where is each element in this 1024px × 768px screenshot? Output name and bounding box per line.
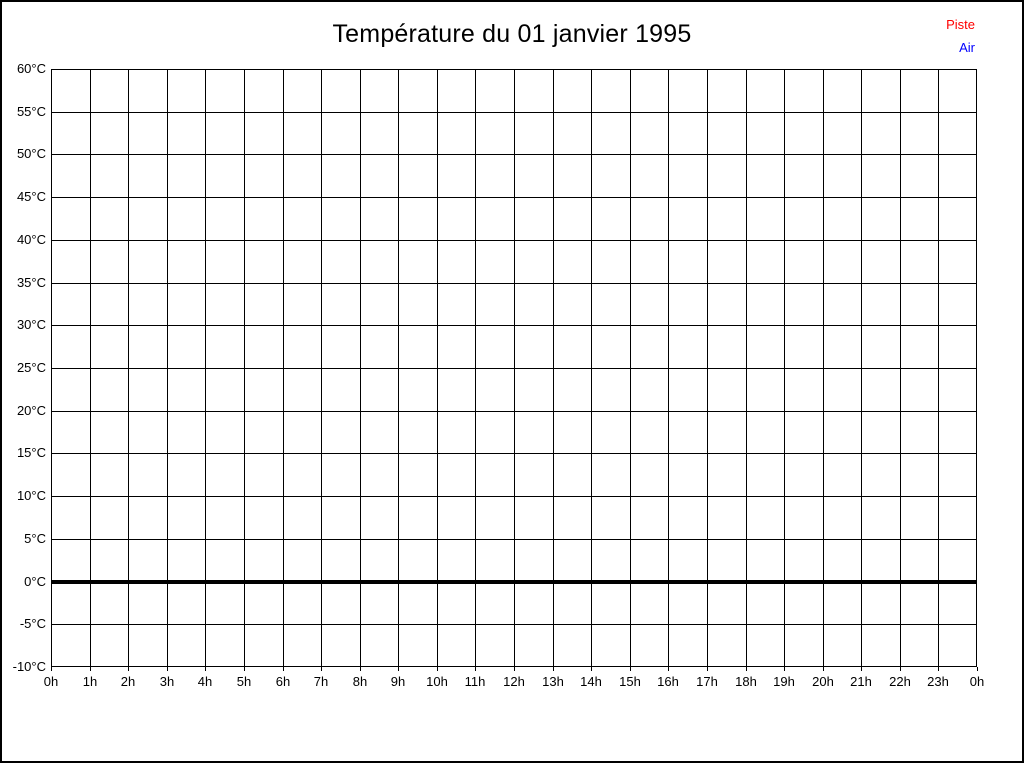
y-tick-label: 30°C xyxy=(16,317,46,332)
y-tick-label: 5°C xyxy=(24,531,46,546)
x-axis-tick xyxy=(51,667,52,671)
x-axis-tick xyxy=(784,667,785,671)
x-tick-label: 5h xyxy=(236,674,252,689)
y-tick-label: 55°C xyxy=(16,104,46,119)
x-tick-label: 15h xyxy=(619,674,641,689)
x-tick-label: 7h xyxy=(313,674,329,689)
y-tick-label: 10°C xyxy=(16,488,46,503)
x-tick-label: 23h xyxy=(927,674,949,689)
x-axis-tick xyxy=(128,667,129,671)
x-axis-tick xyxy=(398,667,399,671)
h-gridline xyxy=(51,453,977,454)
h-gridline xyxy=(51,112,977,113)
x-tick-label: 0h xyxy=(43,674,59,689)
x-tick-label: 14h xyxy=(580,674,602,689)
h-gridline xyxy=(51,624,977,625)
h-gridline xyxy=(51,240,977,241)
x-tick-label: 12h xyxy=(503,674,525,689)
y-tick-label: 60°C xyxy=(16,61,46,76)
h-gridline xyxy=(51,539,977,540)
h-gridline xyxy=(51,368,977,369)
y-tick-label: 0°C xyxy=(24,574,46,589)
x-axis-tick xyxy=(321,667,322,671)
x-axis-tick xyxy=(205,667,206,671)
h-gridline xyxy=(51,411,977,412)
h-gridline xyxy=(51,325,977,326)
x-tick-label: 6h xyxy=(275,674,291,689)
x-axis-tick xyxy=(553,667,554,671)
y-tick-label: -5°C xyxy=(19,616,46,631)
x-tick-label: 9h xyxy=(390,674,406,689)
h-gridline xyxy=(51,496,977,497)
x-axis-tick xyxy=(360,667,361,671)
y-tick-label: 20°C xyxy=(16,403,46,418)
x-tick-label: 8h xyxy=(352,674,368,689)
y-tick-label: 25°C xyxy=(16,360,46,375)
x-axis-tick xyxy=(861,667,862,671)
y-tick-label: 40°C xyxy=(16,232,46,247)
x-axis-tick xyxy=(437,667,438,671)
legend-item-piste: Piste xyxy=(946,17,975,32)
h-gridline xyxy=(51,154,977,155)
x-axis-tick xyxy=(514,667,515,671)
x-axis-tick xyxy=(746,667,747,671)
legend: Piste Air xyxy=(946,13,975,59)
x-tick-label: 3h xyxy=(159,674,175,689)
x-axis-tick xyxy=(938,667,939,671)
x-tick-label: 22h xyxy=(889,674,911,689)
x-axis-tick xyxy=(900,667,901,671)
x-tick-label: 1h xyxy=(82,674,98,689)
x-axis-tick xyxy=(630,667,631,671)
y-tick-label: 15°C xyxy=(16,445,46,460)
h-gridline xyxy=(51,197,977,198)
x-tick-label: 4h xyxy=(197,674,213,689)
x-axis-tick xyxy=(244,667,245,671)
x-axis-tick xyxy=(707,667,708,671)
x-axis-tick xyxy=(668,667,669,671)
x-tick-label: 16h xyxy=(657,674,679,689)
x-axis-tick xyxy=(475,667,476,671)
x-tick-label: 10h xyxy=(426,674,448,689)
legend-item-air: Air xyxy=(959,40,975,55)
h-gridline xyxy=(51,283,977,284)
chart-title: Température du 01 janvier 1995 xyxy=(332,20,692,48)
x-axis-tick xyxy=(90,667,91,671)
x-axis-tick xyxy=(591,667,592,671)
y-tick-label: -10°C xyxy=(12,659,46,674)
x-tick-label: 17h xyxy=(696,674,718,689)
x-axis-tick xyxy=(167,667,168,671)
y-tick-label: 35°C xyxy=(16,275,46,290)
x-tick-label: 2h xyxy=(120,674,136,689)
x-axis-tick xyxy=(283,667,284,671)
x-tick-label: 13h xyxy=(542,674,564,689)
zero-degree-line xyxy=(51,580,977,584)
x-axis-tick xyxy=(823,667,824,671)
x-tick-label: 11h xyxy=(464,674,486,689)
x-axis-tick xyxy=(977,667,978,671)
y-tick-label: 45°C xyxy=(16,189,46,204)
x-tick-label: 0h xyxy=(969,674,985,689)
x-tick-label: 19h xyxy=(773,674,795,689)
x-tick-label: 21h xyxy=(850,674,872,689)
y-tick-label: 50°C xyxy=(16,146,46,161)
x-tick-label: 20h xyxy=(812,674,834,689)
x-tick-label: 18h xyxy=(735,674,757,689)
